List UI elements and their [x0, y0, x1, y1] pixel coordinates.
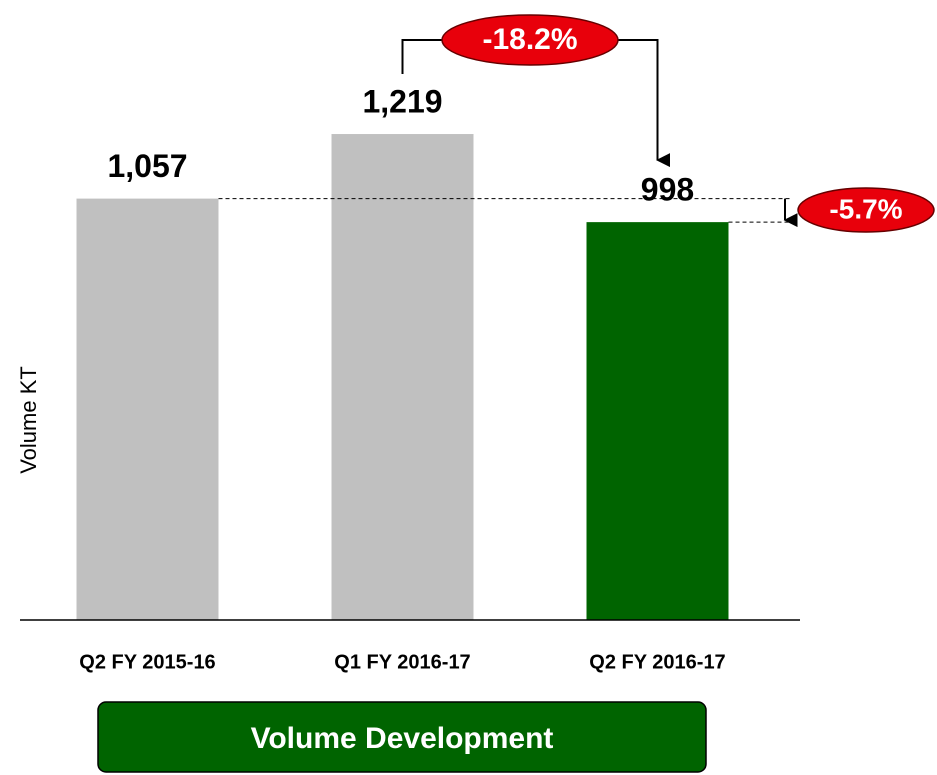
- x-tick-label: Q2 FY 2016-17: [589, 651, 725, 673]
- change-label: -18.2%: [482, 23, 577, 56]
- x-tick-label: Q2 FY 2015-16: [79, 651, 215, 673]
- caption: Volume Development: [251, 722, 554, 755]
- change-label: -5.7%: [829, 193, 902, 224]
- value-label: 998: [641, 172, 694, 208]
- x-tick-label: Q1 FY 2016-17: [334, 651, 470, 673]
- bar: [331, 134, 474, 620]
- change-badge: [441, 14, 619, 66]
- value-label: 1,219: [362, 83, 442, 119]
- value-label: 1,057: [107, 148, 187, 184]
- y-axis-label: Volume KT: [16, 366, 41, 474]
- bar: [76, 198, 219, 621]
- bar: [586, 222, 729, 620]
- change-badge: [797, 187, 935, 233]
- caption-box: [97, 701, 707, 773]
